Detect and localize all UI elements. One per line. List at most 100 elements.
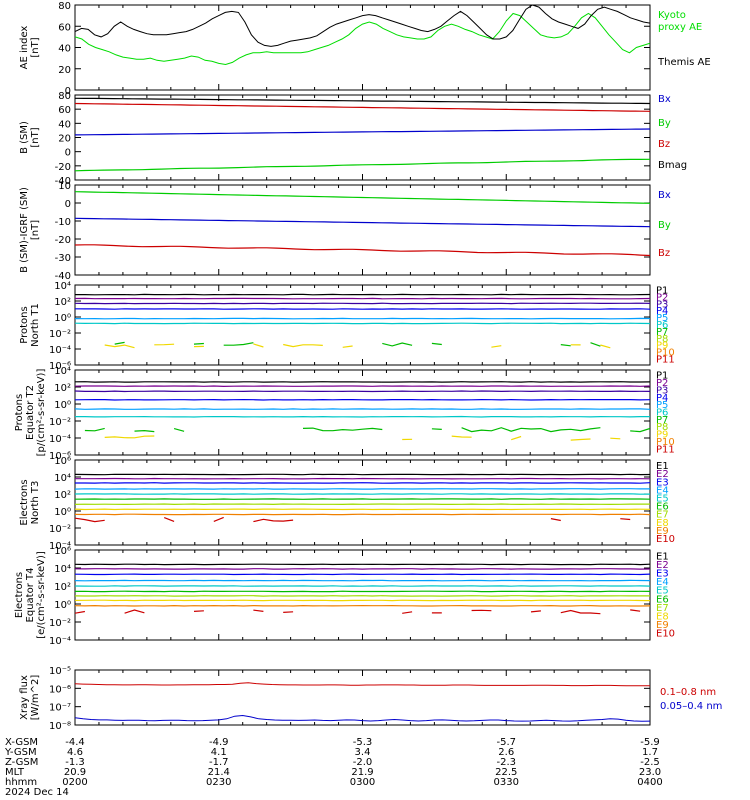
y-tick-label: 10⁻⁶ [49, 361, 71, 372]
series-line [75, 97, 650, 105]
legend-entry: P1 [656, 285, 668, 296]
footer-row-label: Y-GSM [4, 747, 37, 758]
legend-entry: E1 [656, 461, 669, 472]
legend-entry: 0.1–0.8 nm [660, 687, 716, 698]
footer-value: 0300 [350, 777, 375, 788]
y-tick-label: -20 [55, 235, 71, 246]
y-tick-label: 10⁻⁴ [49, 345, 71, 356]
legend-entry: E9 [656, 620, 669, 631]
y-axis-label: Xray flux [19, 675, 30, 720]
footer-row-label: 2024 Dec 14 [5, 787, 69, 798]
legend-entry: By [658, 118, 671, 129]
y-tick-label: 10⁴ [54, 366, 71, 377]
panel-frame [74, 284, 651, 366]
y-tick-label: -20 [55, 162, 71, 173]
panel-4: 10⁻⁶ 10⁻⁴ 10⁻² 10⁰ 10² 10⁴ Protons North T1 P1P2… [19, 281, 675, 372]
y-tick-label: 0 [65, 148, 71, 159]
y-tick-label: 10⁰ [54, 600, 71, 611]
y-tick-label: 10⁰ [54, 507, 71, 518]
legend-entry: E9 [656, 526, 669, 537]
y-axis-label: [nT] [30, 127, 41, 147]
series-line [75, 714, 650, 722]
legend-entry: E6 [656, 502, 669, 513]
legend-entry: Bmag [658, 160, 687, 171]
footer-value: 0200 [62, 777, 87, 788]
y-tick-label: 10⁻² [49, 524, 71, 535]
footer-value: 0330 [494, 777, 519, 788]
footer-value: -2.5 [640, 757, 660, 768]
footer-value: 23.0 [639, 767, 661, 778]
y-tick-label: 60 [58, 22, 71, 33]
series-line [75, 390, 650, 393]
footer-value: -1.3 [65, 757, 85, 768]
legend-entry: E5 [656, 586, 669, 597]
footer-value: 21.9 [351, 767, 373, 778]
y-tick-label: 10² [54, 383, 71, 394]
legend-entry: E5 [656, 493, 669, 504]
legend-entry: E2 [656, 560, 669, 571]
legend-entry: P6 [656, 320, 668, 331]
y-tick-label: 10⁻⁸ [49, 721, 71, 732]
footer-row-label: MLT [5, 767, 25, 778]
panel-frame [74, 4, 651, 91]
footer-value: -5.3 [353, 737, 373, 748]
legend-entry: E4 [656, 485, 669, 496]
y-tick-label: 20 [58, 65, 71, 76]
legend-entry: E3 [656, 569, 669, 580]
series-line [75, 682, 650, 687]
legend-entry: P3 [656, 385, 668, 396]
y-axis-label: North T1 [30, 303, 41, 347]
legend-entry: E3 [656, 477, 669, 488]
legend-entry: proxy AE [658, 22, 702, 33]
y-tick-label: 10² [54, 490, 71, 501]
legend-entry: E10 [656, 534, 675, 545]
legend-entry: P6 [656, 408, 668, 419]
footer-row-label: hhmm [5, 777, 37, 788]
legend-entry: P4 [656, 306, 668, 317]
legend-entry: E10 [656, 629, 675, 640]
footer-value: 4.6 [67, 747, 83, 758]
y-axis-label: Electrons [19, 479, 30, 525]
panel-frame [74, 669, 651, 726]
legend-entry: P2 [656, 292, 668, 303]
y-tick-label: 10⁻⁶ [49, 451, 71, 462]
series-line [75, 128, 650, 136]
series-line [75, 217, 650, 228]
footer-value: 20.9 [64, 767, 86, 778]
y-axis-label: AE index [19, 26, 30, 70]
legend-entry: Bx [658, 94, 671, 105]
legend-entry: E7 [656, 603, 669, 614]
y-tick-label: 10⁻² [49, 329, 71, 340]
series-line [115, 342, 650, 346]
panel-frame [74, 184, 651, 276]
panel-frame [74, 369, 651, 456]
series-line [75, 516, 631, 523]
y-tick-label: 10² [54, 297, 71, 308]
legend-entry: E7 [656, 510, 669, 521]
legend-entry: P2 [656, 378, 668, 389]
y-tick-label: 60 [58, 105, 71, 116]
footer-value: 1.7 [642, 747, 658, 758]
panel-8: 10⁻⁸ 10⁻⁷ 10⁻⁶ 10⁻⁵ Xray flux [W/m^2] 0.1–0.8 … [19, 666, 722, 732]
y-tick-label: 10⁻² [49, 417, 71, 428]
y-tick-label: 10⁻⁴ [49, 434, 71, 445]
y-tick-label: 10⁻⁶ [49, 684, 71, 695]
legend-entry: P11 [656, 355, 675, 366]
legend-entry: Kyoto [658, 10, 686, 21]
footer-value: -2.0 [353, 757, 373, 768]
legend-entry: E8 [656, 612, 669, 623]
y-axis-label: Electrons [14, 572, 25, 618]
y-tick-label: 0 [65, 86, 71, 97]
series-line [105, 436, 640, 440]
legend-entry: P8 [656, 334, 668, 345]
legend-entry: P7 [656, 327, 668, 338]
y-tick-label: 10⁻⁴ [49, 541, 71, 552]
y-axis-label: [W/m^2] [30, 675, 41, 721]
y-tick-label: 10² [54, 582, 71, 593]
y-tick-label: 10⁰ [54, 313, 71, 324]
legend-entry: P7 [656, 415, 668, 426]
footer-value: -5.7 [496, 737, 516, 748]
series-line [75, 609, 641, 615]
series-line [75, 158, 650, 172]
